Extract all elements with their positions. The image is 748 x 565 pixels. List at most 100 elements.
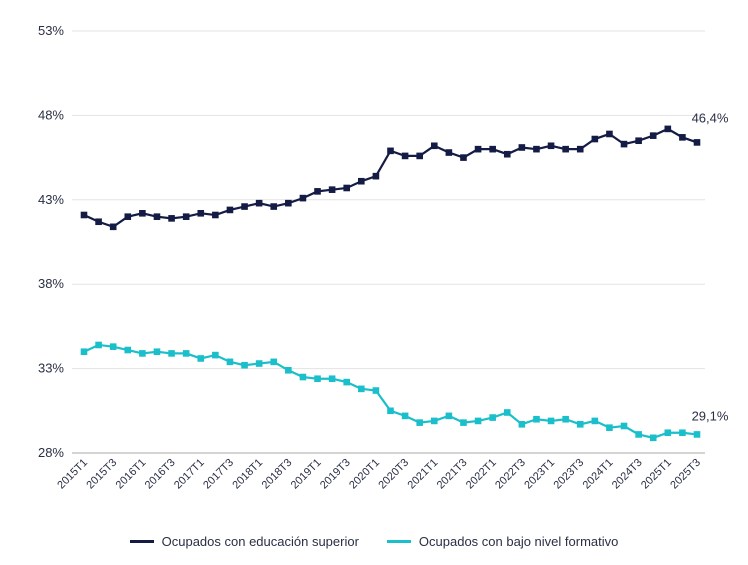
data-point [591,417,599,425]
data-point [445,412,453,420]
x-tick-label: 2017T3 [201,457,236,492]
data-point [635,137,642,145]
data-point [649,434,657,442]
data-point [182,350,190,357]
x-tick-label: 2025T1 [639,457,674,492]
data-point [285,366,292,374]
x-tick-label: 2018T1 [230,457,265,492]
data-point [226,358,234,366]
data-point [445,149,453,156]
data-point [109,223,117,231]
data-point [95,341,102,349]
data-point [139,350,146,357]
data-point [328,186,336,193]
series-1: 29,1% [80,341,729,442]
data-point [416,419,423,426]
x-tick-label: 2021T1 [406,457,441,492]
data-point [460,419,467,426]
data-point [635,431,642,438]
data-point [606,424,613,431]
x-tick-label: 2016T1 [114,457,149,492]
data-point [153,348,161,356]
x-tick-label: 2024T3 [610,457,645,492]
data-point [372,387,380,394]
data-point [693,139,701,146]
data-point [358,385,365,393]
data-point [197,210,205,217]
x-tick-label: 2019T1 [289,457,324,492]
data-point [547,417,555,425]
data-point [95,218,102,226]
data-point [416,152,423,160]
x-tick-label: 2015T1 [55,457,90,492]
data-point [489,145,496,153]
y-tick-label: 28% [38,445,64,460]
data-point [255,360,263,367]
data-point [212,351,219,359]
data-point [460,154,467,161]
data-point [533,415,540,423]
data-point [124,213,132,220]
data-point [503,409,511,416]
legend-swatch [129,540,154,543]
data-point [401,152,409,160]
data-point [299,194,307,202]
data-point [430,417,438,425]
data-point [182,213,190,220]
series-line [83,343,698,439]
x-tick-label: 2025T3 [668,457,703,492]
data-point [518,144,526,151]
data-point [693,431,701,438]
data-point [387,147,394,155]
data-point [299,373,307,381]
x-tick-label: 2019T3 [318,457,353,492]
data-point [80,211,88,219]
data-point [241,203,248,210]
data-point [212,211,219,219]
data-point [241,361,248,369]
data-point [343,184,351,192]
legend-swatch [386,540,411,543]
x-tick-label: 2022T3 [493,457,528,492]
data-point [576,145,584,153]
x-tick-label: 2018T3 [260,457,295,492]
x-tick-label: 2016T3 [143,457,178,492]
data-point [562,145,569,153]
x-tick-label: 2023T1 [522,457,557,492]
data-point [80,348,88,356]
data-point [591,135,599,143]
data-point [664,125,672,133]
x-tick-label: 2024T1 [581,457,616,492]
legend-item-bajo: Ocupados con bajo nivel formativo [386,534,619,549]
data-point [197,355,205,362]
end-value-label: 46,4% [692,110,729,125]
x-tick-label: 2020T3 [376,457,411,492]
data-point [124,346,132,354]
data-point [372,172,380,180]
data-point [679,134,686,141]
data-point [503,150,511,158]
data-point [328,375,336,383]
data-point [649,132,657,139]
line-chart: 28% 33% 38% 43% 48% 53% 2015T12015T32016T12016… [38,23,729,492]
data-point [314,375,321,383]
data-point [576,421,584,428]
legend-label: Ocupados con bajo nivel formativo [418,534,619,549]
data-point [620,140,628,148]
data-point [270,358,278,366]
data-point [489,414,496,421]
data-point [387,407,394,415]
x-tick-label: 2017T1 [172,457,207,492]
data-point [139,210,146,217]
data-point [401,412,409,420]
data-point [518,421,526,428]
data-point [270,203,278,210]
data-point [474,417,482,425]
series-0: 46,4% [80,110,729,231]
y-tick-label: 38% [38,276,64,291]
series-line [83,127,698,229]
data-point [314,188,321,195]
data-point [109,343,117,350]
data-point [562,415,569,423]
